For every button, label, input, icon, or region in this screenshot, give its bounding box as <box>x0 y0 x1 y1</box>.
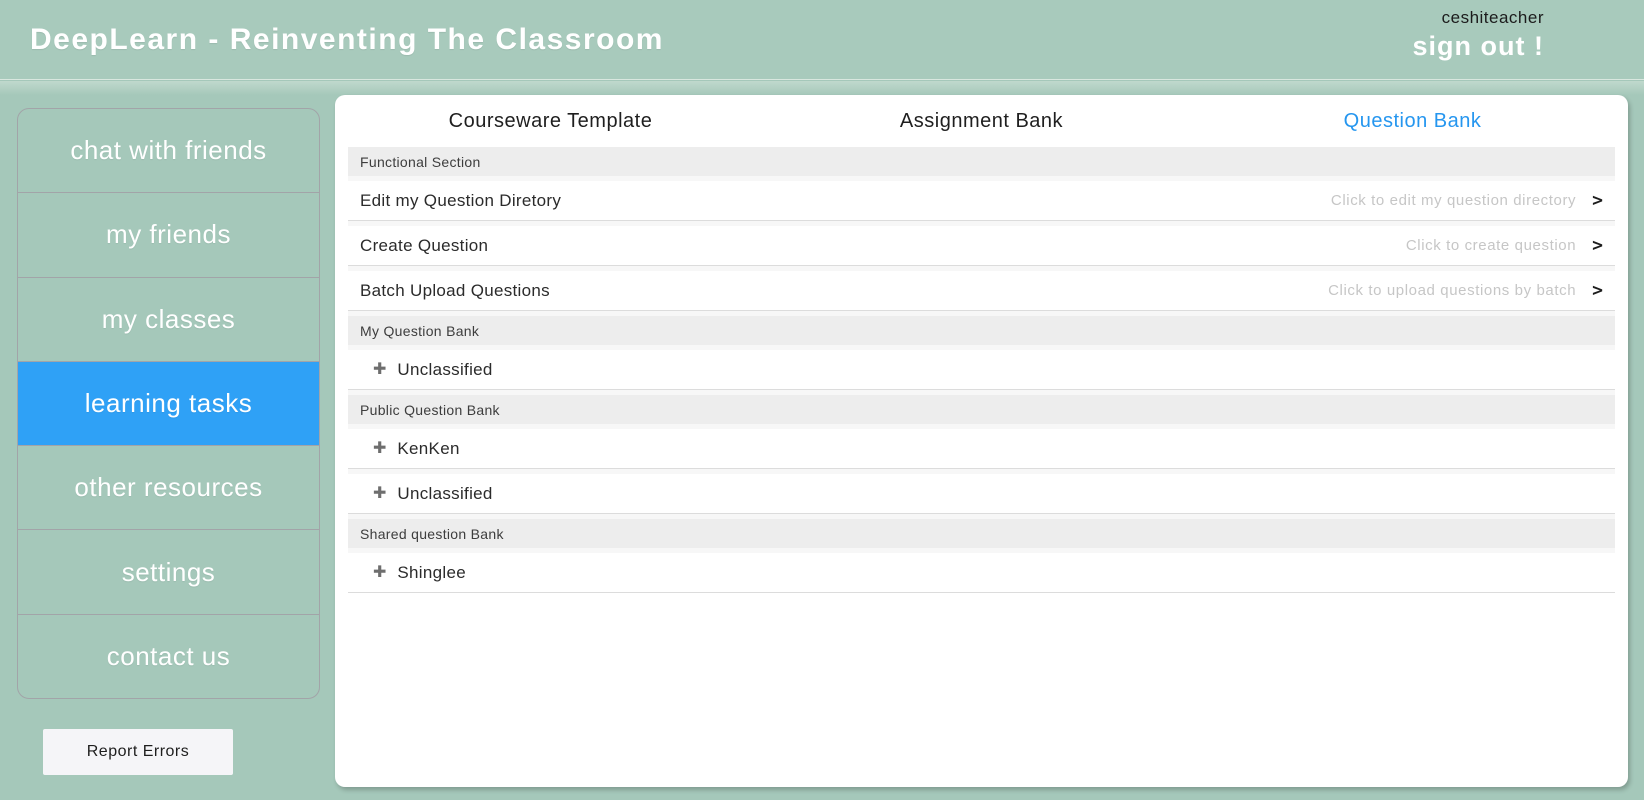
section-header-my-question-bank: My Question Bank <box>348 316 1615 345</box>
username-label: ceshiteacher <box>1441 8 1544 27</box>
folder-label: Unclassified <box>397 483 493 503</box>
folder-row-unclassified-public[interactable]: ✚ Unclassified <box>348 474 1615 514</box>
row-label: Batch Upload Questions <box>360 280 550 300</box>
sidebar-item-label: other resources <box>74 472 263 503</box>
sidebar-item-label: chat with friends <box>70 135 267 166</box>
chevron-right-icon: > <box>1592 280 1603 301</box>
main-panel: Courseware Template Assignment Bank Ques… <box>335 95 1628 787</box>
sign-out-link[interactable]: sign out ! <box>1412 31 1544 61</box>
sidebar-item-label: my friends <box>106 219 231 250</box>
folder-row-kenken[interactable]: ✚ KenKen <box>348 429 1615 469</box>
folder-label: KenKen <box>397 438 460 458</box>
row-batch-upload-questions[interactable]: Batch Upload Questions Click to upload q… <box>348 271 1615 311</box>
sidebar-item-chat-with-friends[interactable]: chat with friends <box>18 109 319 194</box>
plus-icon[interactable]: ✚ <box>373 439 387 457</box>
row-edit-question-directory[interactable]: Edit my Question Diretory Click to edit … <box>348 181 1615 221</box>
plus-icon[interactable]: ✚ <box>373 360 387 378</box>
sidebar-item-other-resources[interactable]: other resources <box>18 446 319 531</box>
tab-courseware-template[interactable]: Courseware Template <box>448 109 653 132</box>
sidebar-item-settings[interactable]: settings <box>18 530 319 615</box>
sidebar-item-contact-us[interactable]: contact us <box>18 615 319 698</box>
header-divider <box>0 81 1644 95</box>
sidebar-item-label: contact us <box>106 640 231 671</box>
folder-row-unclassified-my[interactable]: ✚ Unclassified <box>348 350 1615 390</box>
section-header-label: Shared question Bank <box>360 525 504 542</box>
row-hint: Click to create question <box>1405 237 1577 254</box>
plus-icon[interactable]: ✚ <box>373 484 387 502</box>
tab-bar: Courseware Template Assignment Bank Ques… <box>335 95 1628 147</box>
section-header-label: My Question Bank <box>360 322 480 339</box>
sidebar-item-my-classes[interactable]: my classes <box>18 278 319 362</box>
sidebar-item-label: my classes <box>101 303 236 334</box>
app-title: DeepLearn - Reinventing The Classroom <box>30 22 664 56</box>
row-hint: Click to edit my question directory <box>1330 192 1577 209</box>
sidebar-item-label: learning tasks <box>84 387 253 418</box>
app-header: DeepLearn - Reinventing The Classroom ce… <box>0 0 1644 80</box>
tab-question-bank[interactable]: Question Bank <box>1343 109 1482 132</box>
sidebar-nav: chat with friends my friends my classes … <box>17 108 320 699</box>
plus-icon[interactable]: ✚ <box>373 563 387 581</box>
section-header-public-question-bank: Public Question Bank <box>348 395 1615 424</box>
row-create-question[interactable]: Create Question Click to create question… <box>348 226 1615 266</box>
sidebar-item-learning-tasks[interactable]: learning tasks <box>18 361 319 447</box>
user-block: ceshiteacher sign out ! <box>1413 8 1544 62</box>
question-bank-list: Functional Section Edit my Question Dire… <box>348 147 1615 593</box>
tab-assignment-bank[interactable]: Assignment Bank <box>899 109 1064 132</box>
section-header-functional-section: Functional Section <box>348 147 1615 176</box>
folder-label: Shinglee <box>397 562 466 582</box>
sidebar-item-label: settings <box>121 556 216 587</box>
report-errors-button[interactable]: Report Errors <box>43 729 233 775</box>
section-header-label: Functional Section <box>360 153 481 170</box>
section-header-shared-question-bank: Shared question Bank <box>348 519 1615 548</box>
row-label: Create Question <box>360 235 489 255</box>
row-label: Edit my Question Diretory <box>360 190 562 210</box>
chevron-right-icon: > <box>1592 235 1603 256</box>
folder-label: Unclassified <box>397 359 493 379</box>
sidebar-item-my-friends[interactable]: my friends <box>18 193 319 278</box>
folder-row-shinglee[interactable]: ✚ Shinglee <box>348 553 1615 593</box>
row-hint: Click to upload questions by batch <box>1328 282 1577 299</box>
chevron-right-icon: > <box>1592 190 1603 211</box>
section-header-label: Public Question Bank <box>360 401 500 418</box>
